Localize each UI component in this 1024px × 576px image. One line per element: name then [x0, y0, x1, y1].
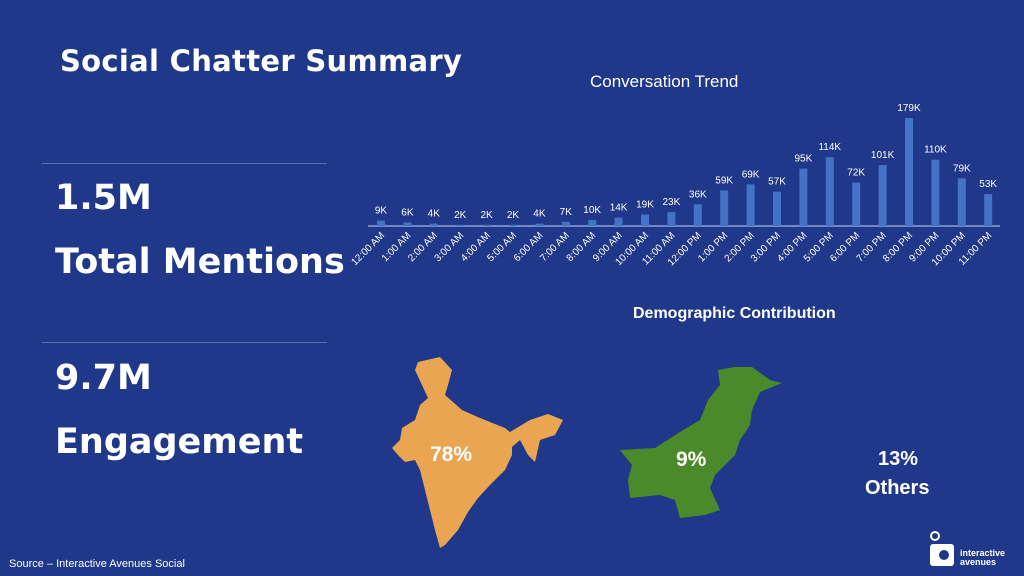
data-label: 2K	[454, 210, 467, 221]
data-label: 179K	[897, 103, 921, 114]
metric-value-engagement: 9.7M	[55, 358, 152, 398]
data-label: 7K	[560, 207, 573, 218]
data-label: 114K	[818, 142, 841, 153]
metric-value-mentions: 1.5M	[55, 178, 152, 218]
bar	[720, 190, 729, 226]
bar	[667, 212, 676, 226]
bar	[403, 222, 412, 226]
data-label: 36K	[689, 189, 707, 200]
demographic-title: Demographic Contribution	[633, 305, 836, 322]
bar	[746, 184, 755, 226]
data-label: 2K	[480, 210, 493, 221]
data-label: 110K	[924, 145, 947, 156]
data-label: 59K	[715, 175, 733, 186]
data-label: 79K	[953, 163, 971, 174]
data-label: 23K	[663, 197, 681, 208]
pakistan-percent: 9%	[676, 448, 707, 471]
logo-line2: avenues	[960, 557, 997, 567]
logo-icon	[930, 531, 954, 566]
bar	[984, 194, 993, 226]
others-percent: 13%	[878, 448, 919, 470]
bar	[509, 224, 517, 226]
bar	[825, 157, 834, 226]
bar	[905, 118, 913, 226]
data-label: 4K	[533, 209, 546, 220]
data-label: 19K	[636, 200, 654, 211]
data-label: 4K	[428, 209, 441, 220]
others-label: Others	[865, 477, 930, 499]
data-label: 9K	[375, 206, 388, 217]
metric-label-engagement: Engagement	[55, 422, 304, 462]
data-label: 14K	[610, 203, 628, 214]
divider	[42, 163, 327, 164]
data-label: 72K	[847, 168, 865, 179]
metric-label-mentions: Total Mentions	[55, 242, 345, 282]
bar	[456, 224, 465, 226]
bar	[588, 219, 597, 226]
data-label: 53K	[979, 179, 997, 190]
india-map	[392, 357, 563, 548]
interactive-avenues-logo: interactive avenues	[928, 530, 1005, 573]
chart-title: Conversation Trend	[590, 72, 739, 91]
bar	[878, 165, 887, 226]
bar	[614, 217, 623, 226]
page-title: Social Chatter Summary	[60, 44, 463, 78]
source-note: Source – Interactive Avenues Social	[9, 558, 185, 570]
bar	[852, 182, 861, 226]
bar	[535, 223, 544, 226]
data-label: 101K	[871, 150, 895, 161]
bar	[641, 214, 649, 226]
data-label: 2K	[507, 210, 520, 221]
bar	[799, 168, 808, 226]
bar	[693, 204, 702, 226]
data-label: 57K	[768, 177, 786, 188]
pakistan-map	[620, 367, 782, 518]
bar	[561, 221, 570, 226]
data-label: 6K	[401, 207, 414, 218]
bar	[429, 223, 438, 226]
data-label: 95K	[795, 154, 813, 165]
bar	[482, 224, 491, 226]
data-label: 10K	[583, 205, 601, 216]
data-label: 69K	[742, 169, 760, 180]
divider	[42, 342, 327, 343]
bar	[377, 220, 385, 226]
bar	[931, 159, 940, 226]
india-percent: 78%	[430, 443, 473, 466]
bar	[773, 191, 781, 226]
bar	[957, 178, 966, 226]
logo-line1: interactive	[960, 548, 1006, 558]
